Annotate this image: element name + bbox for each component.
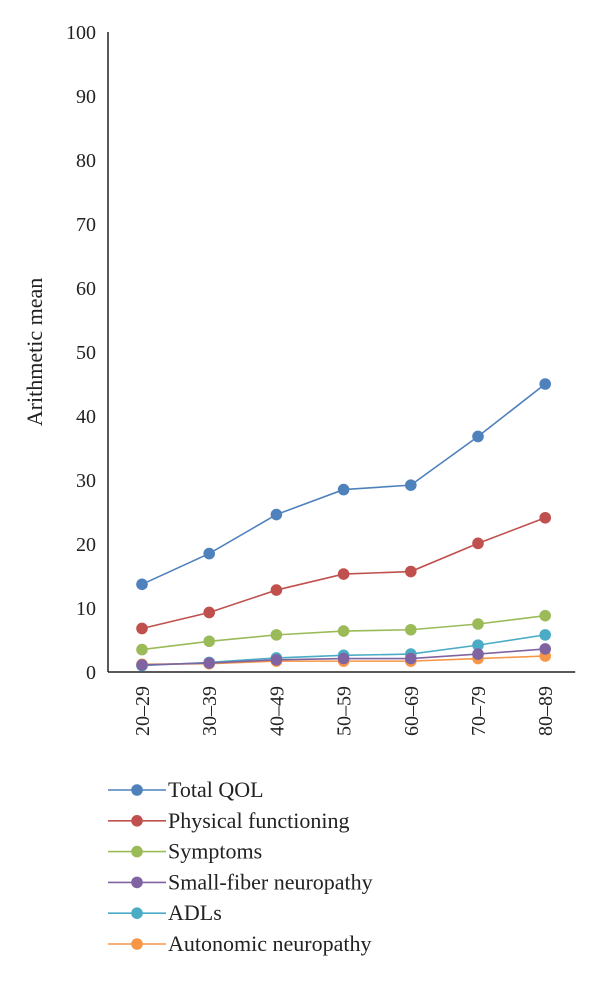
x-tick-label: 40–49 bbox=[266, 686, 288, 736]
x-tick-label: 20–29 bbox=[132, 686, 154, 736]
x-tick-label: 70–79 bbox=[468, 686, 490, 736]
legend-entry: Total QOL bbox=[108, 777, 264, 802]
series-small-fiber-neuropathy bbox=[136, 643, 551, 671]
legend-entry: Autonomic neuropathy bbox=[108, 931, 371, 956]
data-point bbox=[472, 618, 484, 630]
legend-marker bbox=[131, 938, 143, 950]
y-tick-label: 50 bbox=[76, 342, 96, 364]
data-point bbox=[337, 625, 350, 637]
y-tick-label: 60 bbox=[76, 278, 96, 300]
y-tick-label: 40 bbox=[76, 406, 96, 428]
data-point bbox=[405, 652, 417, 665]
series-symptoms bbox=[136, 609, 551, 656]
data-point bbox=[337, 483, 350, 496]
legend-entry: ADLs bbox=[108, 900, 222, 925]
series-layer bbox=[136, 378, 551, 672]
x-tick-label: 60–69 bbox=[401, 686, 423, 736]
data-point bbox=[136, 622, 148, 635]
legend-marker bbox=[131, 784, 143, 796]
legend-entry: Symptoms bbox=[108, 839, 262, 864]
data-point bbox=[337, 568, 350, 580]
y-tick-label: 70 bbox=[76, 214, 96, 236]
legend-label: Total QOL bbox=[168, 777, 264, 802]
data-point bbox=[337, 652, 350, 665]
legend-entry: Physical functioning bbox=[108, 808, 349, 833]
data-point bbox=[405, 623, 417, 636]
data-point bbox=[203, 606, 215, 619]
legend-marker bbox=[131, 907, 143, 919]
data-point bbox=[270, 654, 283, 666]
x-axis: 20–29 30–39 40–49 50–59 60–69 70–79 80–89 bbox=[108, 671, 576, 736]
data-point bbox=[539, 629, 551, 641]
data-point bbox=[539, 378, 551, 390]
x-tick-label: 80–89 bbox=[535, 686, 557, 736]
y-tick-label: 30 bbox=[76, 470, 96, 492]
series-total-qol bbox=[136, 378, 551, 591]
y-tick-label: 20 bbox=[76, 534, 96, 556]
y-axis: 0 10 20 30 40 50 60 70 80 90 100 bbox=[66, 22, 109, 684]
y-tick-label: 0 bbox=[86, 662, 96, 684]
legend-label: Physical functioning bbox=[168, 808, 349, 833]
data-point bbox=[539, 511, 551, 524]
y-tick-label: 10 bbox=[76, 598, 96, 620]
legend-marker bbox=[131, 876, 143, 889]
data-point bbox=[270, 508, 283, 521]
data-point bbox=[136, 659, 148, 671]
data-point bbox=[539, 609, 551, 622]
y-axis-title: Arithmetic mean bbox=[22, 278, 47, 426]
data-point bbox=[472, 648, 484, 660]
data-point bbox=[136, 578, 148, 591]
legend: Total QOL Physical functioning Symptoms Sma… bbox=[108, 777, 373, 956]
data-point bbox=[472, 430, 484, 443]
x-tick-label: 50–59 bbox=[334, 686, 356, 736]
data-point bbox=[270, 584, 283, 596]
data-point bbox=[136, 643, 148, 656]
legend-marker bbox=[131, 815, 143, 827]
legend-label: Symptoms bbox=[168, 839, 262, 864]
y-tick-label: 100 bbox=[66, 22, 96, 44]
series-physical-functioning bbox=[136, 511, 551, 635]
legend-label: Autonomic neuropathy bbox=[168, 931, 371, 956]
data-point bbox=[270, 629, 283, 641]
y-tick-label: 90 bbox=[76, 86, 96, 108]
data-point bbox=[203, 547, 215, 560]
x-tick-label: 30–39 bbox=[199, 686, 221, 736]
data-point bbox=[472, 537, 484, 550]
data-point bbox=[405, 565, 417, 578]
data-point bbox=[472, 639, 484, 651]
data-point bbox=[405, 479, 417, 491]
data-point bbox=[203, 635, 215, 648]
legend-marker bbox=[131, 845, 143, 858]
data-point bbox=[539, 643, 551, 655]
y-tick-label: 80 bbox=[76, 150, 96, 172]
data-point bbox=[203, 657, 215, 669]
legend-label: ADLs bbox=[168, 900, 222, 925]
legend-label: Small-fiber neuropathy bbox=[168, 869, 373, 894]
legend-entry: Small-fiber neuropathy bbox=[108, 869, 373, 894]
